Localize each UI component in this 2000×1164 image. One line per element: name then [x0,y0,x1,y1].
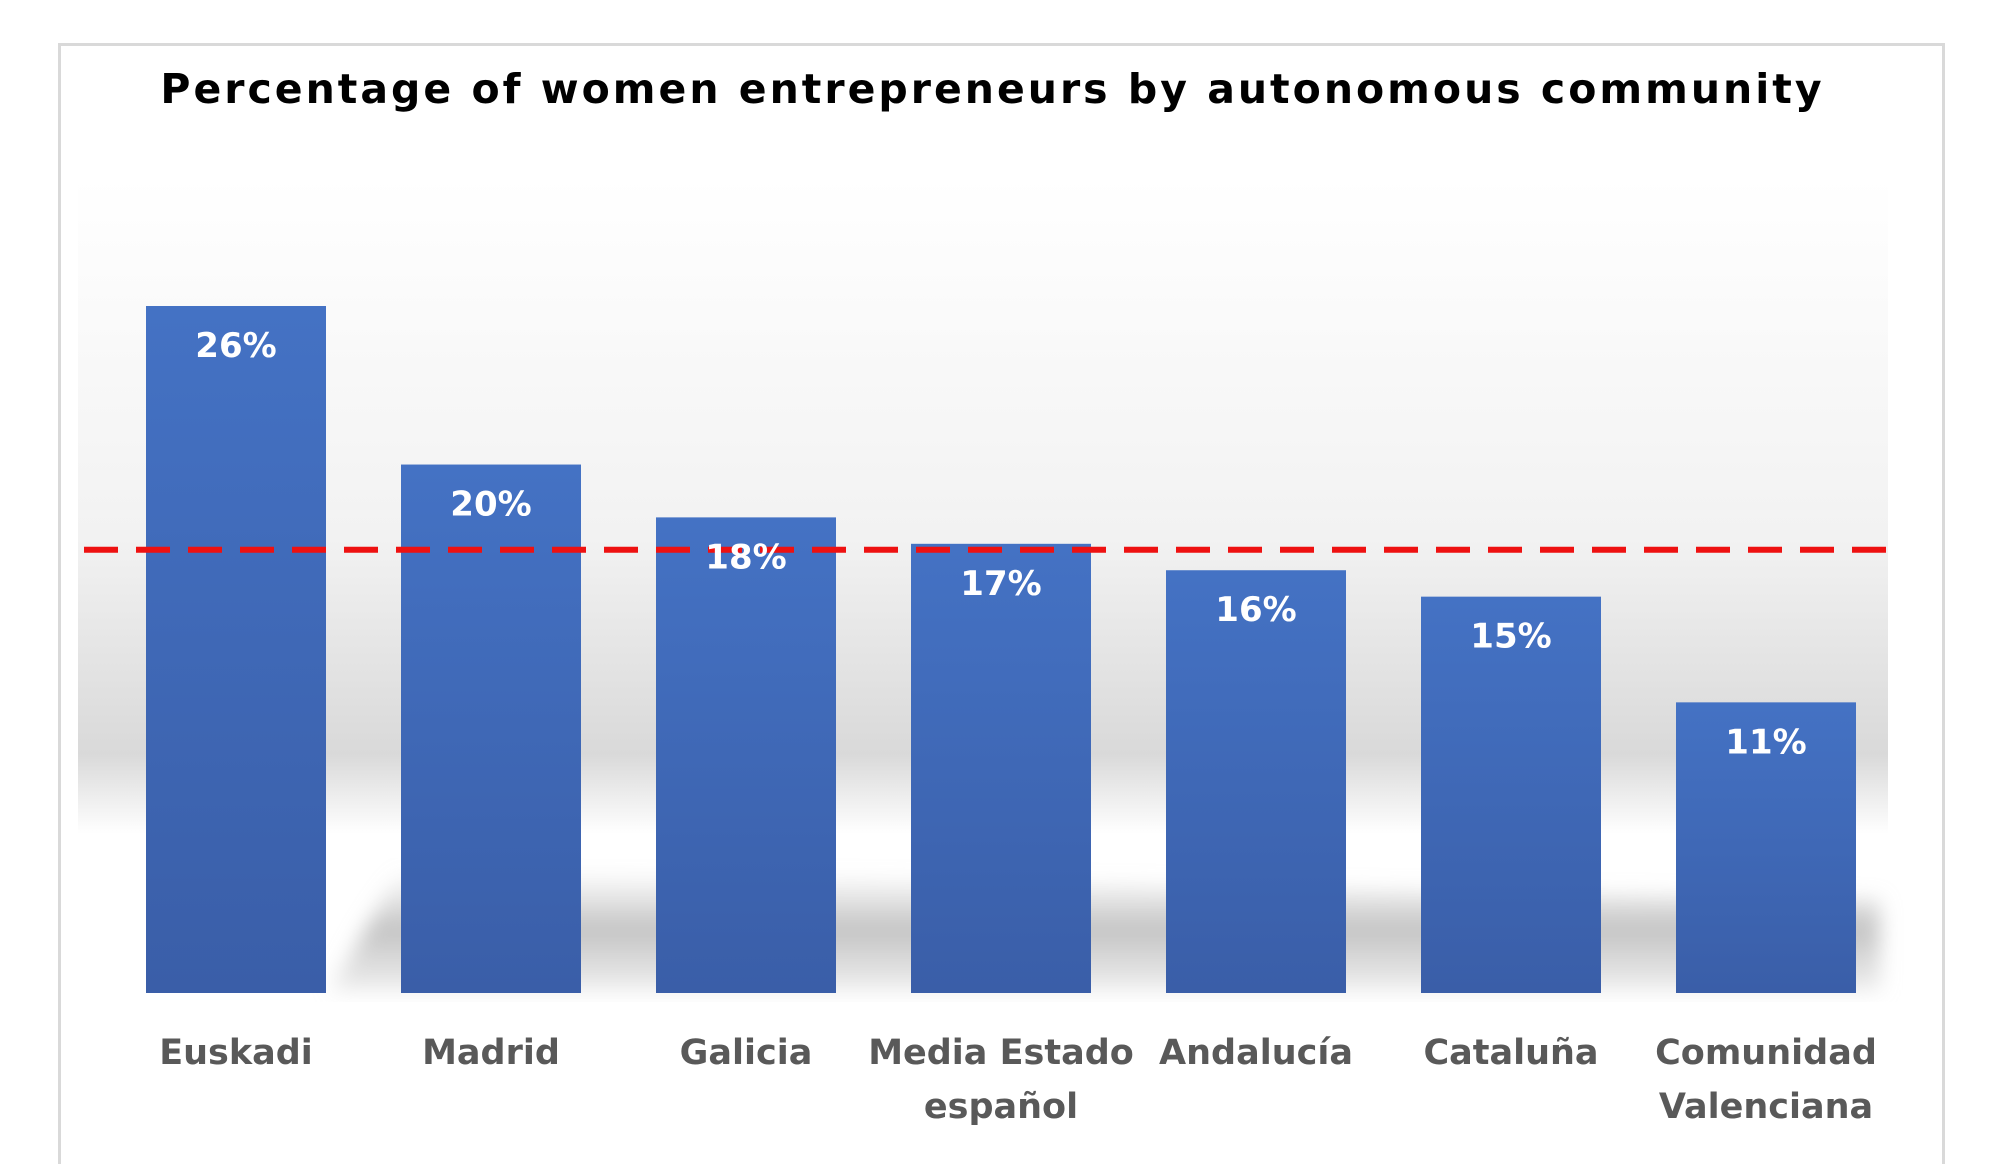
category-label-4: Andalucía [1159,1033,1353,1073]
data-label-5: 15% [1470,617,1551,657]
data-label-0: 26% [195,326,276,366]
data-label-2: 18% [705,537,786,577]
category-label-5: Cataluña [1423,1033,1598,1073]
bar-0 [146,306,326,993]
data-label-1: 20% [450,485,531,525]
bar-3 [911,543,1091,993]
data-label-4: 16% [1215,590,1296,630]
category-label-2: Galicia [680,1033,813,1073]
bar-1 [401,464,581,993]
category-label-6-line-1: Valenciana [1659,1087,1873,1127]
category-label-0: Euskadi [159,1033,313,1073]
data-label-3: 17% [960,564,1041,604]
bar-6 [1676,702,1856,993]
category-label-6-line-0: Comunidad [1655,1033,1877,1073]
bar-4 [1166,570,1346,993]
title-band [245,118,1785,178]
data-label-6: 11% [1725,722,1806,762]
chart-title: Percentage of women entrepreneurs by aut… [160,65,1825,113]
category-label-3-line-0: Media Estado [868,1033,1134,1073]
bar-5 [1421,596,1601,993]
category-label-3-line-1: español [924,1087,1078,1127]
category-label-1: Madrid [422,1033,560,1073]
bar-2 [656,517,836,993]
